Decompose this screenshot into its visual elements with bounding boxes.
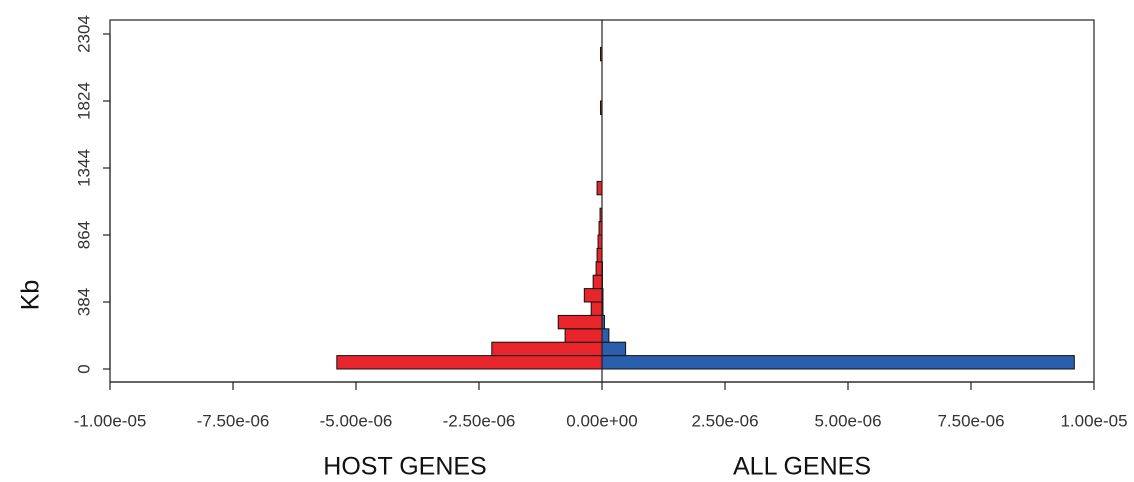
- bar: [592, 274, 603, 290]
- bar: [601, 328, 610, 343]
- bar: [590, 301, 603, 316]
- y-tick-label: 384: [74, 288, 93, 316]
- x-tick-label: -5.00e-06: [320, 411, 393, 430]
- x-tick-label: -2.50e-06: [443, 411, 516, 430]
- y-tick-label: 1824: [74, 82, 93, 120]
- x-tick-label: 7.50e-06: [937, 411, 1004, 430]
- y-tick-label: 864: [74, 221, 93, 249]
- left-caption: HOST GENES: [323, 453, 486, 481]
- bar: [596, 180, 603, 196]
- bar: [601, 341, 627, 357]
- right-caption: ALL GENES: [733, 453, 871, 481]
- bar: [595, 261, 603, 276]
- y-tick-label: 1344: [74, 149, 93, 187]
- bar: [564, 328, 603, 343]
- x-tick-label: 0.00e+00: [566, 411, 637, 430]
- x-tick-label: 1.00e-05: [1060, 411, 1127, 430]
- bar: [557, 314, 603, 330]
- x-tick-label: -7.50e-06: [197, 411, 270, 430]
- bar: [596, 247, 603, 263]
- y-axis-label: Kb: [17, 280, 45, 311]
- y-tick-label: 2304: [74, 15, 93, 53]
- x-tick-label: 5.00e-06: [814, 411, 881, 430]
- y-tick-label: 0: [74, 364, 93, 373]
- x-tick-label: 2.50e-06: [691, 411, 758, 430]
- bar: [583, 288, 603, 303]
- bar: [491, 341, 603, 357]
- bar: [601, 355, 1075, 370]
- x-tick-label: -1.00e-05: [74, 411, 147, 430]
- bar: [336, 355, 603, 370]
